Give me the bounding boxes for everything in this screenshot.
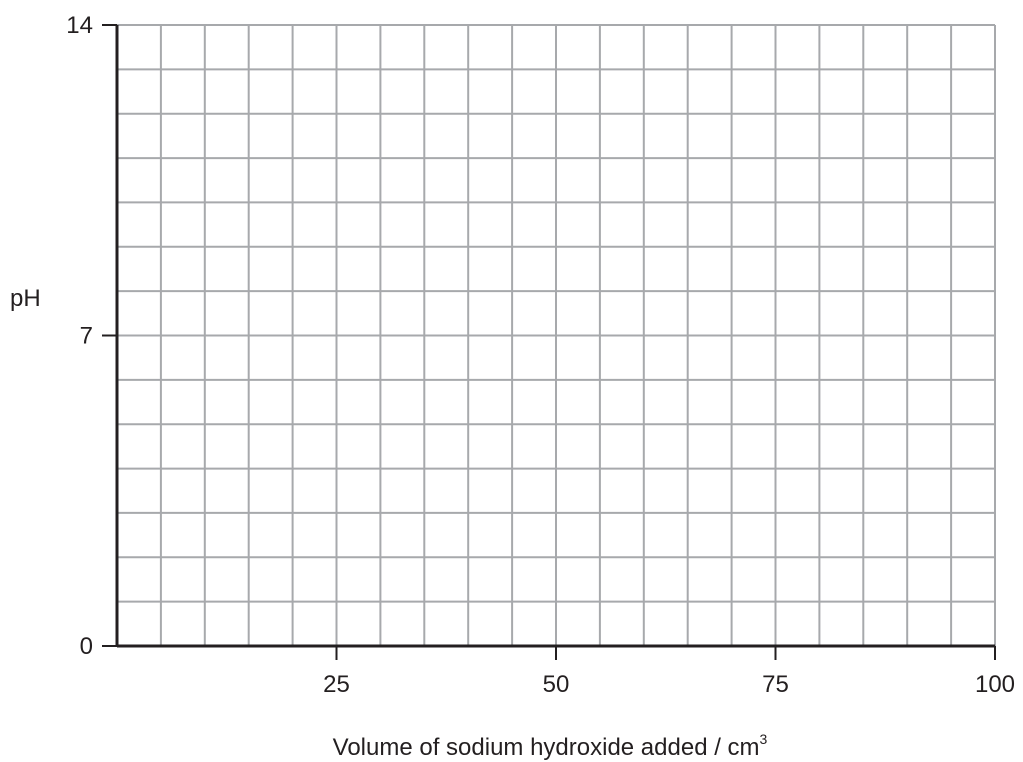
y-axis-title: pH bbox=[10, 285, 41, 312]
x-tick-label: 75 bbox=[762, 671, 789, 698]
x-tick-label: 100 bbox=[975, 671, 1015, 698]
y-tick-label: 0 bbox=[80, 633, 93, 660]
x-axis-title-text: Volume of sodium hydroxide added / cm bbox=[333, 734, 760, 761]
x-tick-label: 50 bbox=[543, 671, 570, 698]
ticks: 0 7 14 25 50 75 100 bbox=[66, 12, 1015, 698]
y-tick-label: 14 bbox=[66, 12, 93, 39]
x-tick-label: 25 bbox=[323, 671, 350, 698]
y-tick-label: 7 bbox=[80, 323, 93, 350]
x-axis-title-superscript: 3 bbox=[760, 731, 768, 747]
x-axis-title: Volume of sodium hydroxide added / cm3 bbox=[333, 731, 768, 761]
grid bbox=[117, 24, 996, 646]
